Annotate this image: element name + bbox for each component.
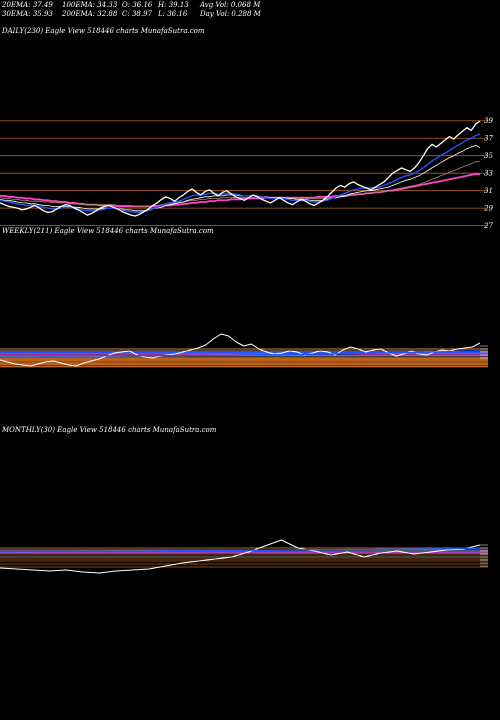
weekly-panel-title: WEEKLY(211) Eagle View 518446 charts Mun…: [2, 227, 214, 235]
low-label: L: 36.16: [158, 10, 188, 18]
daily-tick-label: 27: [483, 222, 493, 230]
ema200-label: 200EMA: 32.88: [62, 10, 118, 18]
monthly-ema-line: [0, 547, 481, 553]
weekly-ema-line: [0, 350, 481, 357]
open-label: O: 36.16: [122, 1, 153, 9]
daily-tick-label: 31: [484, 187, 493, 195]
daily-tick-label: 35: [484, 152, 493, 160]
daily-tick-label: 37: [484, 135, 493, 143]
day-vol-label: Day Vol: 0.288 M: [200, 10, 261, 18]
ema30-label: 30EMA: 35.93: [2, 10, 53, 18]
weekly-price-line: [0, 333, 481, 367]
high-label: H: 39.13: [158, 1, 189, 9]
daily-ema-long-line: [0, 173, 481, 208]
daily-tick-label: 33: [484, 170, 493, 178]
daily-tick-label: 29: [483, 205, 493, 213]
daily-panel-title: DAILY(230) Eagle View 518446 charts Muna…: [2, 27, 205, 35]
daily-price-line: [0, 120, 481, 217]
ema20-label: 20EMA: 37.49: [2, 1, 53, 9]
ema100-label: 100EMA: 34.33: [62, 1, 118, 9]
daily-tick-label: 39: [484, 117, 493, 125]
close-label: C: 38.97: [122, 10, 152, 18]
monthly-panel-title: MONTHLY(30) Eagle View 518446 charts Mun…: [2, 426, 217, 434]
daily-ema-short-line: [0, 144, 481, 212]
daily-ema-mid-line: [0, 161, 481, 207]
avg-vol-label: Avg Vol: 0.068 M: [200, 1, 261, 9]
daily-ema-blue-line: [0, 133, 481, 214]
monthly-price-line: [0, 539, 481, 574]
